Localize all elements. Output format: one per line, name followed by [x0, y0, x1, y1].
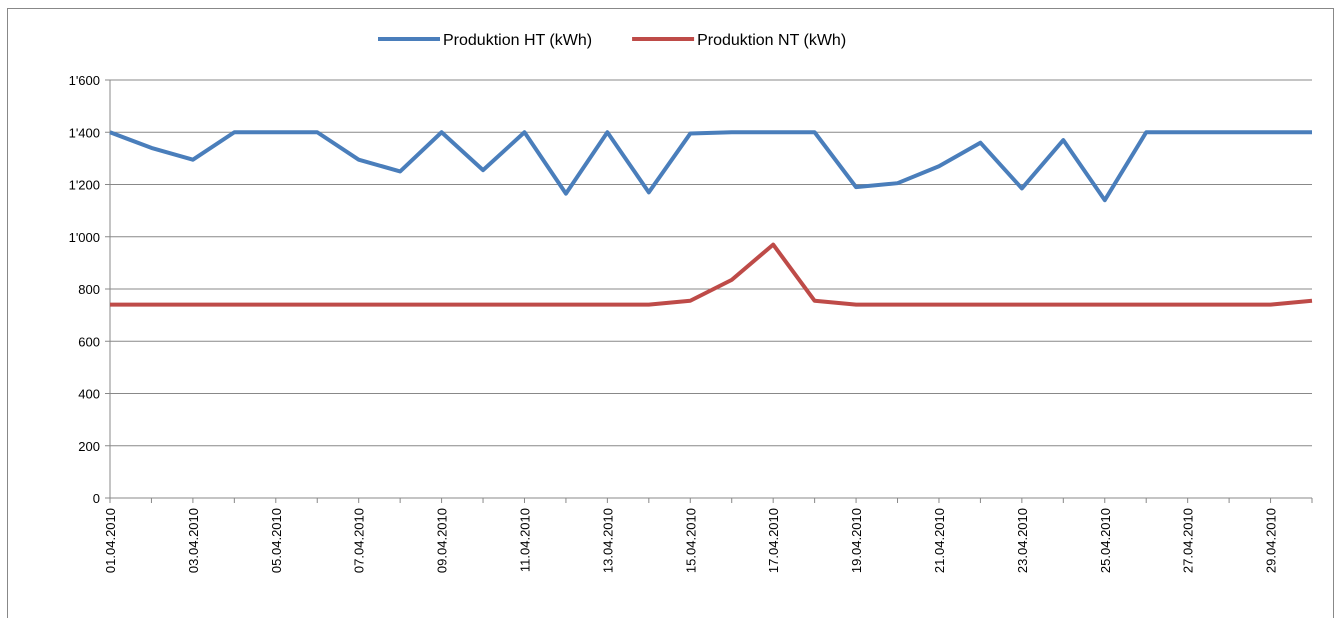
x-tick-label: 27.04.2010: [1181, 508, 1196, 573]
x-tick-label: 23.04.2010: [1015, 508, 1030, 573]
legend-label: Produktion NT (kWh): [697, 32, 846, 49]
x-tick-label: 21.04.2010: [932, 508, 947, 573]
x-tick-label: 05.04.2010: [269, 508, 284, 573]
x-tick-label: 07.04.2010: [352, 508, 367, 573]
x-tick-label: 29.04.2010: [1264, 508, 1279, 573]
x-tick-label: 25.04.2010: [1098, 508, 1113, 573]
x-tick-label: 09.04.2010: [435, 508, 450, 573]
x-tick-label: 13.04.2010: [600, 508, 615, 573]
y-tick-label: 800: [78, 282, 100, 297]
x-tick-label: 15.04.2010: [683, 508, 698, 573]
x-tick-label: 01.04.2010: [103, 508, 118, 573]
y-tick-label: 1'200: [69, 178, 100, 193]
series-line: [110, 242, 1313, 307]
x-tick-label: 19.04.2010: [849, 508, 864, 573]
x-tick-label: 17.04.2010: [766, 508, 781, 573]
y-tick-label: 400: [78, 387, 100, 402]
y-tick-label: 1'600: [69, 73, 100, 88]
y-tick-label: 1'000: [69, 230, 100, 245]
legend-label: Produktion HT (kWh): [443, 32, 592, 49]
chart-frame: [7, 8, 1334, 618]
x-tick-label: 11.04.2010: [517, 508, 532, 572]
x-tick-label: 03.04.2010: [186, 508, 201, 573]
series-line: [109, 130, 1312, 203]
y-tick-label: 200: [78, 439, 100, 454]
y-tick-label: 1'400: [69, 125, 100, 140]
y-tick-label: 0: [93, 491, 100, 506]
y-tick-label: 600: [78, 334, 100, 349]
